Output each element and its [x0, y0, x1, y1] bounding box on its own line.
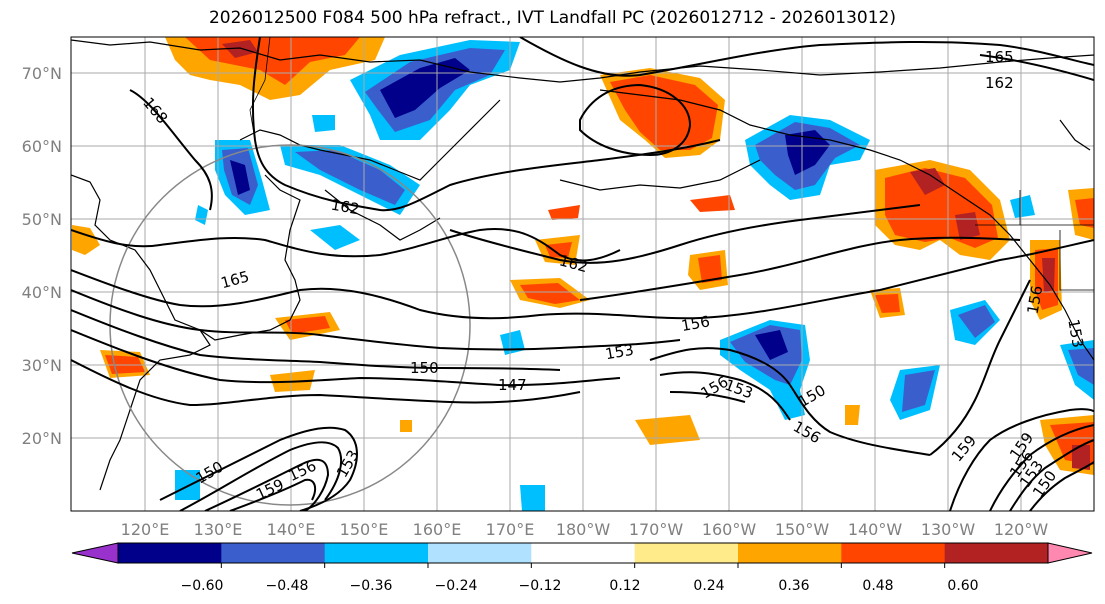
colorbar-frame	[117, 542, 1049, 564]
colorbar-tick-label: −0.48	[266, 578, 309, 594]
lon-label: 120°W	[994, 520, 1049, 539]
colorbar-tick-label: 0.60	[947, 578, 978, 594]
lon-label: 170°W	[629, 520, 684, 539]
colorbar-swatch	[738, 543, 842, 563]
contour-label: 150	[410, 359, 439, 377]
colorbar-swatch	[221, 543, 326, 563]
lon-label: 160°E	[413, 520, 462, 539]
contour-label: 156	[680, 312, 711, 335]
graticule	[71, 37, 1094, 511]
colorbar-tick-label: −0.36	[350, 578, 393, 594]
colorbar-swatch	[531, 543, 636, 563]
shaded-field	[72, 37, 1094, 511]
lat-label: 40°N	[22, 283, 62, 302]
lon-label: 150°E	[340, 520, 389, 539]
lat-label: 60°N	[22, 137, 62, 156]
map-title: 2026012500 F084 500 hPa refract., IVT La…	[208, 8, 896, 28]
colorbar-tick-label: 0.24	[693, 578, 724, 594]
colorbar-min-extension	[71, 542, 119, 564]
lat-label: 50°N	[22, 210, 62, 229]
colorbar-swatch	[841, 543, 946, 563]
longitude-labels: 120°E 130°E 140°E 150°E 160°E 170°E 180°…	[121, 520, 1049, 539]
contour-label: 165	[985, 48, 1014, 66]
lon-label: 180°W	[556, 520, 611, 539]
colorbar-swatch	[428, 543, 532, 563]
colorbar: −0.60 −0.48 −0.36 −0.24 −0.12 0.12 0.24 …	[71, 542, 1093, 594]
colorbar-swatch	[118, 543, 222, 563]
colorbar-tick-label: 0.12	[609, 578, 640, 594]
contour-label: 156	[1024, 284, 1047, 315]
colorbar-tick-labels: −0.60 −0.48 −0.36 −0.24 −0.12 0.12 0.24 …	[181, 578, 979, 594]
contour-label: 153	[604, 341, 635, 364]
contour-label: 153	[1064, 318, 1087, 349]
contour-label: 162	[330, 196, 361, 219]
lon-label: 130°E	[194, 520, 243, 539]
lon-label: 140°W	[848, 520, 903, 539]
colorbar-swatch	[324, 543, 429, 563]
latitude-labels: 70°N 60°N 50°N 40°N 30°N 20°N	[22, 64, 62, 448]
colorbar-tick-label: −0.60	[181, 578, 224, 594]
borders	[249, 37, 1094, 291]
lat-label: 20°N	[22, 429, 62, 448]
map-frame	[70, 36, 1095, 512]
lon-label: 130°W	[921, 520, 976, 539]
contours	[71, 37, 1094, 511]
lat-label: 30°N	[22, 356, 62, 375]
colorbar-tick-label: 0.48	[862, 578, 893, 594]
map-panel: 165 162 168 162 162 165 156 153 150 147 …	[71, 37, 1094, 511]
lon-label: 170°E	[486, 520, 535, 539]
lon-label: 160°W	[702, 520, 757, 539]
colorbar-tick-label: −0.12	[519, 578, 562, 594]
lon-label: 150°W	[775, 520, 830, 539]
contour-label: 147	[498, 376, 527, 394]
colorbar-max-extension	[1047, 542, 1093, 564]
contour-label: 162	[985, 74, 1014, 92]
colorbar-swatch	[944, 543, 1049, 563]
colorbar-swatch	[634, 543, 739, 563]
coastlines	[71, 39, 1094, 491]
lat-label: 70°N	[22, 64, 62, 83]
lon-label: 140°E	[267, 520, 316, 539]
colorbar-tick-label: 0.36	[778, 578, 809, 594]
colorbar-tick-label: −0.24	[435, 578, 478, 594]
lon-label: 120°E	[121, 520, 170, 539]
